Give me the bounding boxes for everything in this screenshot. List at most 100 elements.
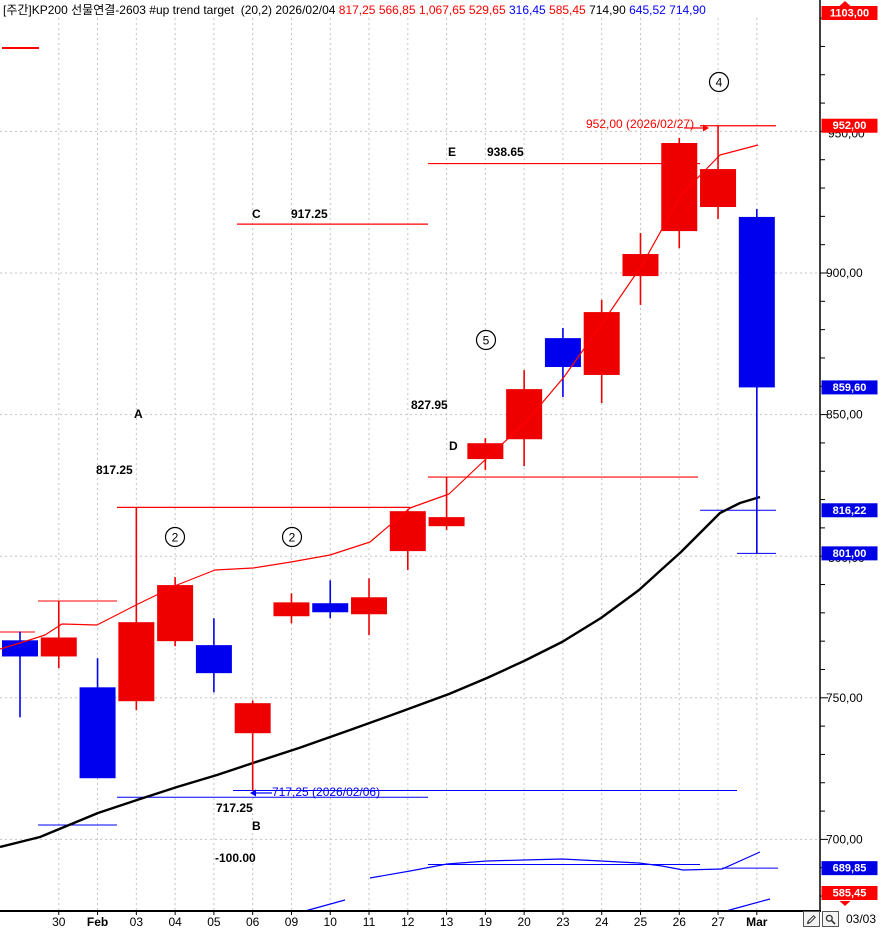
candle-body-26 (661, 143, 698, 232)
pencil-icon (806, 914, 816, 924)
candle-body-03 (118, 622, 155, 702)
down-triangle-icon (839, 901, 851, 906)
slow-ma (0, 495, 761, 849)
price-marker-value: 801,00 (833, 548, 867, 560)
wave-circle (281, 526, 303, 548)
x-axis-label: 03 (130, 915, 144, 929)
price-marker-value: 859,60 (833, 382, 867, 394)
title-segment: 714,90 (589, 3, 630, 17)
annotation-label: -100.00 (215, 851, 256, 865)
title-segment: 316,45 (508, 3, 550, 17)
annotation-label: 717.25 (216, 801, 253, 815)
x-axis-label: 27 (711, 915, 725, 929)
x-axis-label: 23 (556, 915, 570, 929)
wave-number: 4 (716, 76, 723, 90)
x-axis-label: 25 (634, 915, 648, 929)
annotations: A 817.25 C 917.25 E 938.65 827.95 D 717.25 B -100.… (96, 71, 730, 865)
left-arrow-icon (250, 789, 256, 797)
candle-body-Feb (79, 687, 116, 779)
x-axis-label: 06 (246, 915, 260, 929)
indicator-line (304, 899, 346, 912)
title-segment: [주간]KP200 선물연결-2603 #up trend target (20… (3, 3, 339, 17)
candle-body-19 (467, 443, 504, 460)
candle-body-04 (157, 585, 194, 642)
x-axis-label: 05 (207, 915, 221, 929)
candle-body-24 (583, 312, 620, 375)
price-marker-value: 585,45 (833, 888, 867, 900)
candle-body-20 (506, 389, 543, 440)
candle-body-05 (195, 645, 232, 674)
price-marker-badge (821, 6, 878, 20)
price-marker-badge (821, 118, 878, 133)
x-axis-label: 11 (363, 915, 376, 929)
indicator-line (725, 898, 771, 912)
indicator-line (369, 851, 761, 879)
red-level-lines (0, 47, 776, 633)
wave-number: 2 (172, 531, 179, 545)
annotation-label: 717,25 (2026/02/06) (272, 785, 380, 799)
price-markers: 1103,00 952,00 859,60 816,22 801,00 689,85 585… (821, 1, 878, 906)
candle-body-27 (700, 169, 737, 208)
x-axis-label: 09 (285, 915, 299, 929)
price-marker-value: 689,85 (833, 863, 867, 875)
annotation-label: D (449, 439, 458, 453)
x-axis-label: 13 (440, 915, 454, 929)
x-axis-label: Mar (746, 915, 768, 929)
candle-body-06 (234, 703, 271, 734)
candle-body-12 (389, 511, 426, 552)
annotation-label: 827.95 (411, 398, 448, 412)
title-segment: 566,85 (378, 3, 419, 17)
x-axis-label: 04 (168, 915, 182, 929)
y-axis-label: 700,00 (826, 832, 863, 846)
candle-body-25 (622, 254, 659, 277)
candle-body-23 (544, 338, 581, 368)
title-segment: 714,90 (669, 3, 706, 17)
magnifier-icon (825, 914, 836, 925)
wave-circle (475, 329, 497, 351)
price-marker-badge (821, 861, 878, 876)
right-arrow-icon (703, 124, 709, 132)
price-marker-badge (821, 546, 878, 561)
title-segment: 585,45 (549, 3, 590, 17)
up-triangle-icon (839, 1, 851, 6)
y-axis-label: 850,00 (826, 408, 863, 422)
price-marker-value: 816,22 (833, 505, 867, 517)
annotation-label: A (134, 407, 143, 421)
wave-circle (708, 71, 730, 93)
annotation-label: 952,00 (2026/02/27) (586, 117, 694, 131)
y-axis-label: 900,00 (826, 266, 863, 280)
draw-tool-button[interactable] (802, 911, 820, 927)
slow-ma-line (0, 495, 761, 849)
price-marker-badge (821, 380, 878, 395)
y-axis-label: 750,00 (826, 691, 863, 705)
candle-body-prev (2, 640, 38, 657)
candle-body-09 (273, 602, 310, 617)
wave-number: 2 (289, 531, 296, 545)
zoom-tool-button[interactable] (821, 911, 839, 927)
wave-circle (164, 526, 186, 548)
x-axis-label: 26 (673, 915, 687, 929)
x-axis-label: 10 (324, 915, 338, 929)
candlesticks (2, 125, 775, 791)
fast-ma (0, 144, 759, 650)
blue-level-lines (38, 509, 778, 912)
wave-number: 5 (483, 334, 490, 348)
title-segment: 1,067,65 (418, 3, 469, 17)
candle-body-13 (428, 517, 465, 527)
fast-ma-line (0, 144, 759, 650)
annotation-label: E (448, 145, 456, 159)
candle-body-30 (40, 637, 77, 657)
bottom-right-toolbar: 03/03 (801, 911, 878, 927)
annotation-label: C (252, 207, 261, 221)
annotation-label: 817.25 (96, 463, 133, 477)
price-marker-value: 1103,00 (830, 8, 869, 20)
x-axis-label: 12 (401, 915, 415, 929)
x-axis-label: Feb (87, 915, 108, 929)
candle-body-Mar (738, 216, 775, 388)
price-marker-value: 952,00 (833, 120, 867, 132)
annotation-label: 938.65 (487, 145, 524, 159)
chart-title: [주간]KP200 선물연결-2603 #up trend target (20… (3, 3, 706, 17)
title-segment: 645,52 (629, 3, 670, 17)
